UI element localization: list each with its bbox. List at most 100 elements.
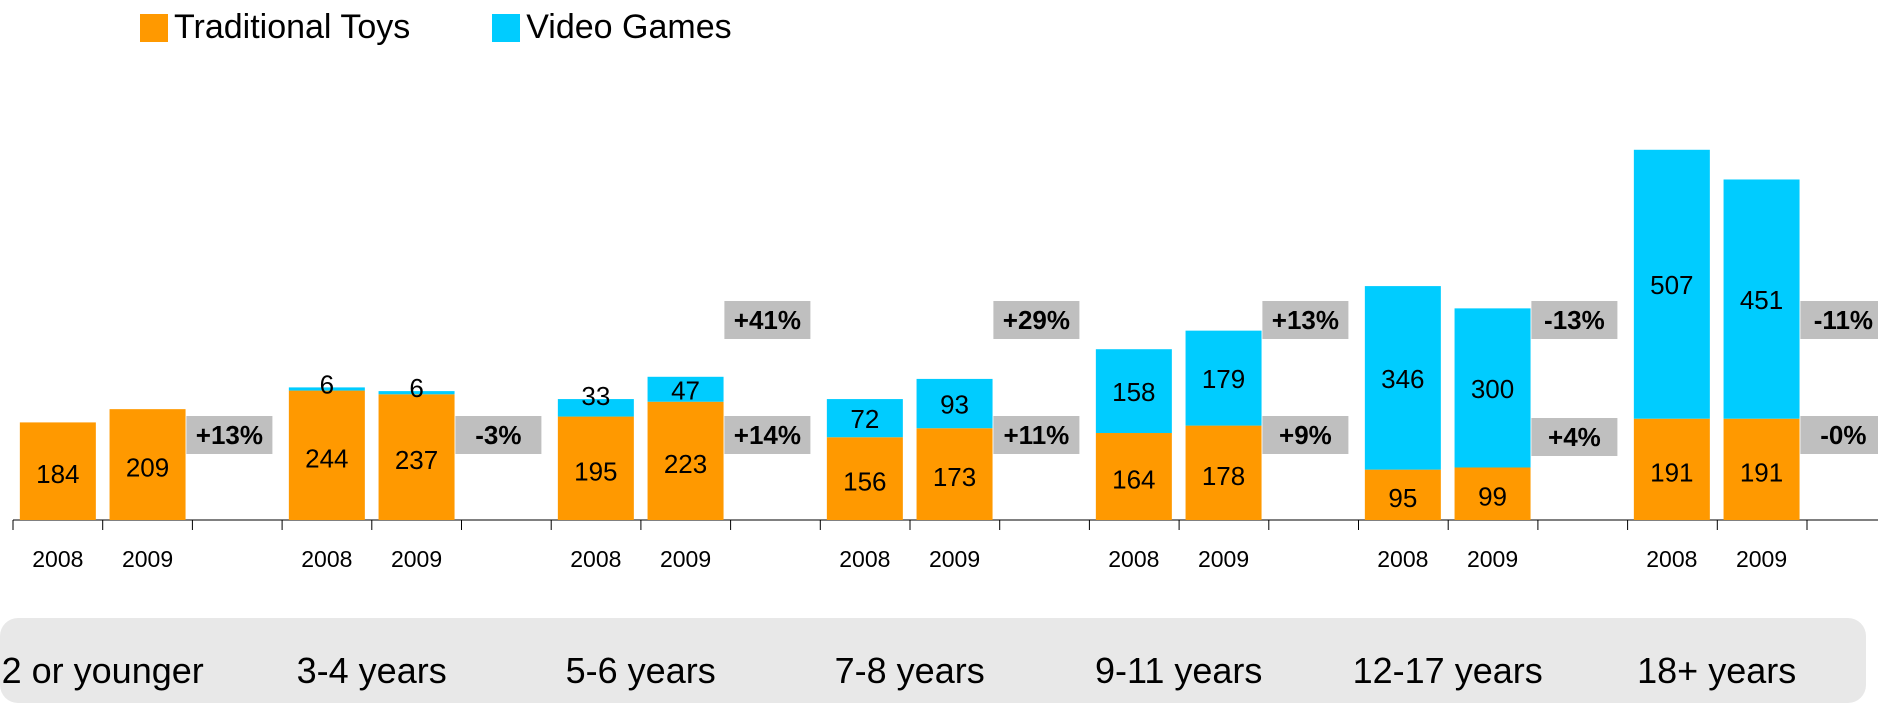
legend-item-video: Video Games [492,8,732,47]
legend-swatch-traditional [140,13,168,42]
bar-label-video: 93 [940,390,969,420]
change-badge-traditional [1531,418,1618,456]
bar-label-traditional: 156 [843,467,886,497]
age-group-label: 12-17 years [1352,650,1543,691]
bar-label-traditional: 164 [1112,465,1155,495]
bar-label-traditional: 191 [1650,457,1693,487]
legend-swatch-video [492,13,521,42]
bar-video [1095,349,1172,434]
bar-label-video: 72 [850,404,879,434]
change-label-video: +41% [734,305,801,335]
change-label-traditional: -3% [475,420,521,450]
bar-label-traditional: 195 [574,456,617,486]
bar-traditional [647,401,724,520]
change-badge-video [724,301,811,339]
age-group-label: 3-4 years [296,650,447,691]
x-tick-label: 2009 [122,546,173,572]
bar-label-traditional: 244 [305,443,348,473]
bar-traditional [1185,425,1262,520]
x-tick-label: 2009 [660,546,711,572]
x-tick-label: 2008 [32,546,83,572]
bar-traditional [1454,467,1531,520]
bar-video [916,378,993,429]
change-badge-traditional [1800,416,1878,454]
age-group-band [0,618,1866,703]
bar-label-traditional: 223 [664,449,707,479]
bar-video [1364,286,1441,470]
bar-label-video: 179 [1202,364,1245,394]
bar-label-video: 451 [1740,285,1783,315]
bar-label-video: 47 [671,375,700,405]
bar-traditional [288,390,365,520]
bar-label-video: 6 [320,369,334,399]
age-group-label: 7-8 years [834,650,985,691]
bar-video [1454,308,1531,468]
bar-video [1633,149,1710,419]
bar-label-video: 33 [581,381,610,411]
bar-video [647,376,724,402]
bar-traditional [1633,418,1710,520]
x-tick-label: 2009 [1736,546,1787,572]
x-tick-label: 2009 [929,546,980,572]
change-label-traditional: +4% [1548,422,1601,452]
x-tick-label: 2008 [1646,546,1697,572]
age-group-label: 2 or younger [1,650,204,691]
age-group-label: 9-11 years [1094,650,1263,691]
change-badge-video [1531,301,1618,339]
bar-label-traditional: 237 [395,445,438,475]
x-tick-label: 2008 [1108,546,1159,572]
bar-label-video: 300 [1471,374,1514,404]
x-tick-label: 2008 [301,546,352,572]
bar-label-traditional: 178 [1202,461,1245,491]
change-badge-traditional [186,416,273,454]
bar-video [288,387,365,391]
bar-label-traditional: 95 [1388,483,1417,513]
bar-label-video: 158 [1112,377,1155,407]
legend: Traditional Toys Video Games [140,8,732,47]
bar-video [1185,330,1262,426]
bar-traditional [378,394,455,520]
change-badge-traditional [1262,416,1349,454]
x-tick-label: 2008 [570,546,621,572]
change-label-video: -13% [1544,305,1605,335]
change-badge-video [1262,301,1349,339]
bar-label-video: 6 [409,373,423,403]
x-tick-label: 2008 [839,546,890,572]
age-group-label: 18+ years [1637,650,1797,691]
change-label-traditional: -0% [1820,420,1866,450]
legend-label-video: Video Games [526,8,732,46]
change-badge-traditional [993,416,1080,454]
change-badge-video [1800,301,1878,339]
change-badge-traditional [455,416,542,454]
bar-video [1723,179,1800,419]
bar-traditional [1723,418,1800,520]
bar-label-traditional: 173 [933,462,976,492]
bar-traditional [1095,433,1172,520]
age-group-label: 5-6 years [565,650,716,691]
change-label-traditional: +11% [1004,420,1070,450]
x-tick-label: 2009 [1198,546,1249,572]
change-label-traditional: +13% [196,420,263,450]
bar-traditional [557,416,634,520]
change-badge-traditional [724,416,811,454]
bar-label-traditional: 99 [1478,482,1507,512]
legend-item-traditional: Traditional Toys [140,8,410,47]
bar-label-traditional: 184 [36,459,79,489]
x-tick-label: 2008 [1377,546,1428,572]
bar-label-traditional: 209 [126,453,169,483]
bar-video [557,399,634,417]
change-badge-video [993,301,1080,339]
bar-traditional [826,437,903,520]
bar-traditional [916,428,993,520]
change-label-video: -11% [1814,305,1873,335]
change-label-video: +13% [1272,305,1339,335]
change-label-traditional: +9% [1279,420,1332,450]
x-tick-label: 2009 [1467,546,1518,572]
bar-traditional [109,409,186,520]
bar-traditional [1364,469,1441,520]
x-tick-label: 2009 [391,546,442,572]
bar-video [378,391,455,395]
change-label-traditional: +14% [734,420,801,450]
bar-label-video: 507 [1650,270,1693,300]
